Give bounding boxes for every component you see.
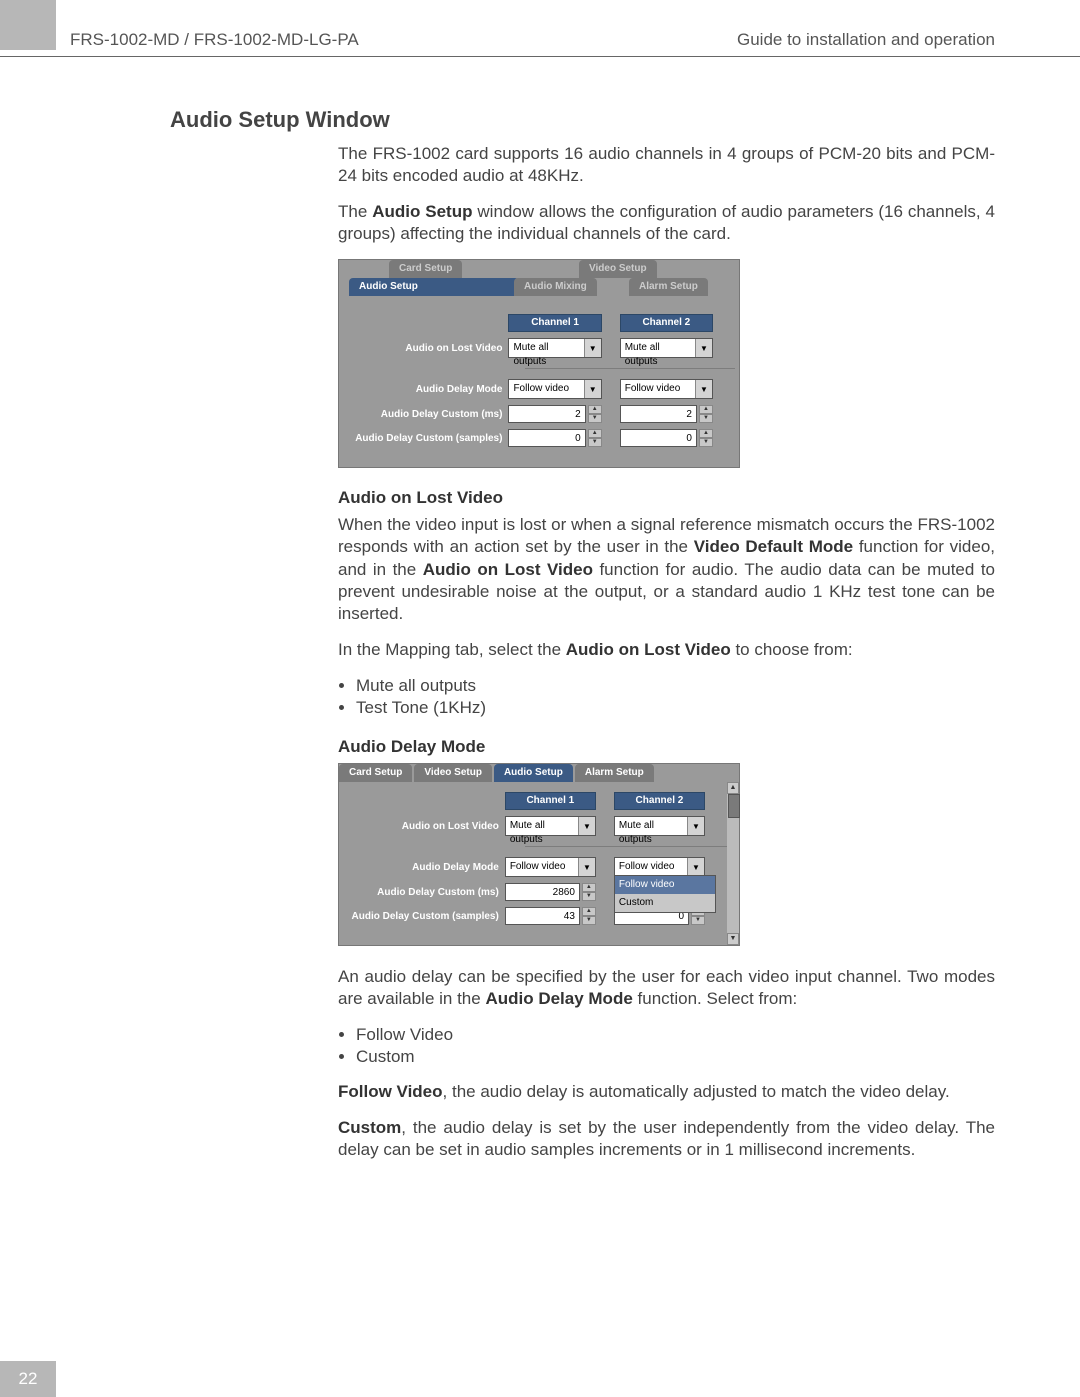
list-item: Mute all outputs — [356, 675, 995, 697]
page-number: 22 — [0, 1361, 56, 1397]
intro-paragraph-1: The FRS-1002 card supports 16 audio chan… — [338, 143, 995, 187]
chevron-down-icon: ▼ — [687, 817, 704, 835]
dropdown-lost-video-ch2[interactable]: Mute all outputs ▼ — [614, 816, 705, 836]
chevron-down-icon: ▼ — [584, 380, 601, 398]
spinner-delay-smp-ch2[interactable]: 0 ▲▼ — [620, 429, 713, 447]
scrollbar[interactable]: ▲ ▼ — [727, 782, 739, 945]
after-panel2-bullets: Follow Video Custom — [338, 1024, 995, 1068]
arrow-down-icon[interactable]: ▼ — [691, 916, 705, 925]
arrow-down-icon[interactable]: ▼ — [582, 892, 596, 901]
spinner-delay-smp-ch1[interactable]: 0 ▲▼ — [508, 429, 601, 447]
arrow-down-icon[interactable]: ▼ — [699, 414, 713, 423]
spinner-delay-ms-ch1[interactable]: 2860 ▲▼ — [505, 883, 596, 901]
tab-audio-setup[interactable]: Audio Setup — [349, 278, 519, 296]
spinner-delay-ms-ch2[interactable]: 2 ▲▼ — [620, 405, 713, 423]
side-margin-bar — [0, 0, 56, 50]
tab-video-setup[interactable]: Video Setup — [414, 764, 492, 782]
dropdown-open-list[interactable]: Follow video Custom — [614, 875, 716, 913]
arrow-down-icon[interactable]: ▼ — [588, 438, 602, 447]
arrow-up-icon[interactable]: ▲ — [588, 429, 602, 438]
after-panel2-p2: Follow Video, the audio delay is automat… — [338, 1081, 995, 1103]
tab-audio-setup[interactable]: Audio Setup — [494, 764, 573, 782]
arrow-down-icon[interactable]: ▼ — [699, 438, 713, 447]
tab-alarm-setup[interactable]: Alarm Setup — [575, 764, 654, 782]
header-guide: Guide to installation and operation — [737, 30, 995, 50]
panel1-header-ch2: Channel 2 — [620, 314, 713, 332]
subhead-audio-delay-mode: Audio Delay Mode — [338, 737, 995, 757]
arrow-up-icon[interactable]: ▲ — [699, 429, 713, 438]
dropdown-delay-mode-ch2[interactable]: Follow video ▼ — [614, 857, 705, 877]
tab-alarm-setup[interactable]: Alarm Setup — [629, 278, 708, 296]
chevron-down-icon: ▼ — [695, 380, 712, 398]
label-lost-video: Audio on Lost Video — [347, 821, 505, 832]
dropdown-option-custom[interactable]: Custom — [615, 894, 715, 912]
arrow-up-icon[interactable]: ▲ — [699, 405, 713, 414]
panel1-tabs: Card Setup Video Setup Audio Setup Audio… — [339, 260, 739, 296]
tab-card-setup[interactable]: Card Setup — [339, 764, 412, 782]
label-delay-mode: Audio Delay Mode — [347, 384, 508, 395]
tab-card-setup[interactable]: Card Setup — [389, 260, 462, 278]
chevron-down-icon: ▼ — [695, 339, 712, 357]
sub1-bullets: Mute all outputs Test Tone (1KHz) — [338, 675, 995, 719]
dropdown-lost-video-ch2[interactable]: Mute all outputs ▼ — [620, 338, 713, 358]
spinner-delay-smp-ch1[interactable]: 43 ▲▼ — [505, 907, 596, 925]
after-panel2-p1: An audio delay can be specified by the u… — [338, 966, 995, 1010]
audio-setup-panel-1: Card Setup Video Setup Audio Setup Audio… — [338, 259, 740, 468]
panel2-header-ch1: Channel 1 — [505, 792, 596, 810]
label-delay-samples: Audio Delay Custom (samples) — [347, 911, 505, 922]
list-item: Follow Video — [356, 1024, 995, 1046]
intro-paragraph-2: The Audio Setup window allows the config… — [338, 201, 995, 245]
arrow-down-icon[interactable]: ▼ — [582, 916, 596, 925]
sub1-paragraph-2: In the Mapping tab, select the Audio on … — [338, 639, 995, 661]
dropdown-delay-mode-ch1[interactable]: Follow video ▼ — [505, 857, 596, 877]
dropdown-option-follow-video[interactable]: Follow video — [615, 876, 715, 894]
after-panel2-p3: Custom, the audio delay is set by the us… — [338, 1117, 995, 1161]
scroll-down-icon[interactable]: ▼ — [727, 933, 739, 945]
tab-video-setup[interactable]: Video Setup — [579, 260, 657, 278]
chevron-down-icon: ▼ — [584, 339, 601, 357]
scroll-thumb[interactable] — [728, 794, 740, 818]
list-item: Custom — [356, 1046, 995, 1068]
dropdown-delay-mode-ch1[interactable]: Follow video ▼ — [508, 379, 601, 399]
panel2-header-ch2: Channel 2 — [614, 792, 705, 810]
chevron-down-icon: ▼ — [578, 858, 595, 876]
sub1-paragraph-1: When the video input is lost or when a s… — [338, 514, 995, 624]
label-delay-mode: Audio Delay Mode — [347, 862, 505, 873]
label-lost-video: Audio on Lost Video — [347, 343, 508, 354]
tab-audio-mixing[interactable]: Audio Mixing — [514, 278, 597, 296]
label-delay-samples: Audio Delay Custom (samples) — [347, 433, 508, 444]
dropdown-delay-mode-ch2[interactable]: Follow video ▼ — [620, 379, 713, 399]
label-delay-ms: Audio Delay Custom (ms) — [347, 409, 508, 420]
scroll-up-icon[interactable]: ▲ — [727, 782, 739, 794]
dropdown-lost-video-ch1[interactable]: Mute all outputs ▼ — [508, 338, 601, 358]
spinner-delay-ms-ch1[interactable]: 2 ▲▼ — [508, 405, 601, 423]
page-header: FRS-1002-MD / FRS-1002-MD-LG-PA Guide to… — [0, 0, 1080, 57]
panel1-header-ch1: Channel 1 — [508, 314, 601, 332]
arrow-up-icon[interactable]: ▲ — [588, 405, 602, 414]
audio-setup-panel-2: Card Setup Video Setup Audio Setup Alarm… — [338, 763, 740, 946]
dropdown-lost-video-ch1[interactable]: Mute all outputs ▼ — [505, 816, 596, 836]
label-delay-ms: Audio Delay Custom (ms) — [347, 887, 505, 898]
chevron-down-icon: ▼ — [687, 858, 704, 876]
panel2-tabs: Card Setup Video Setup Audio Setup Alarm… — [339, 764, 739, 782]
arrow-down-icon[interactable]: ▼ — [588, 414, 602, 423]
arrow-up-icon[interactable]: ▲ — [582, 907, 596, 916]
chevron-down-icon: ▼ — [578, 817, 595, 835]
header-device: FRS-1002-MD / FRS-1002-MD-LG-PA — [70, 30, 359, 50]
list-item: Test Tone (1KHz) — [356, 697, 995, 719]
section-title: Audio Setup Window — [170, 107, 995, 133]
arrow-up-icon[interactable]: ▲ — [582, 883, 596, 892]
subhead-audio-on-lost-video: Audio on Lost Video — [338, 488, 995, 508]
